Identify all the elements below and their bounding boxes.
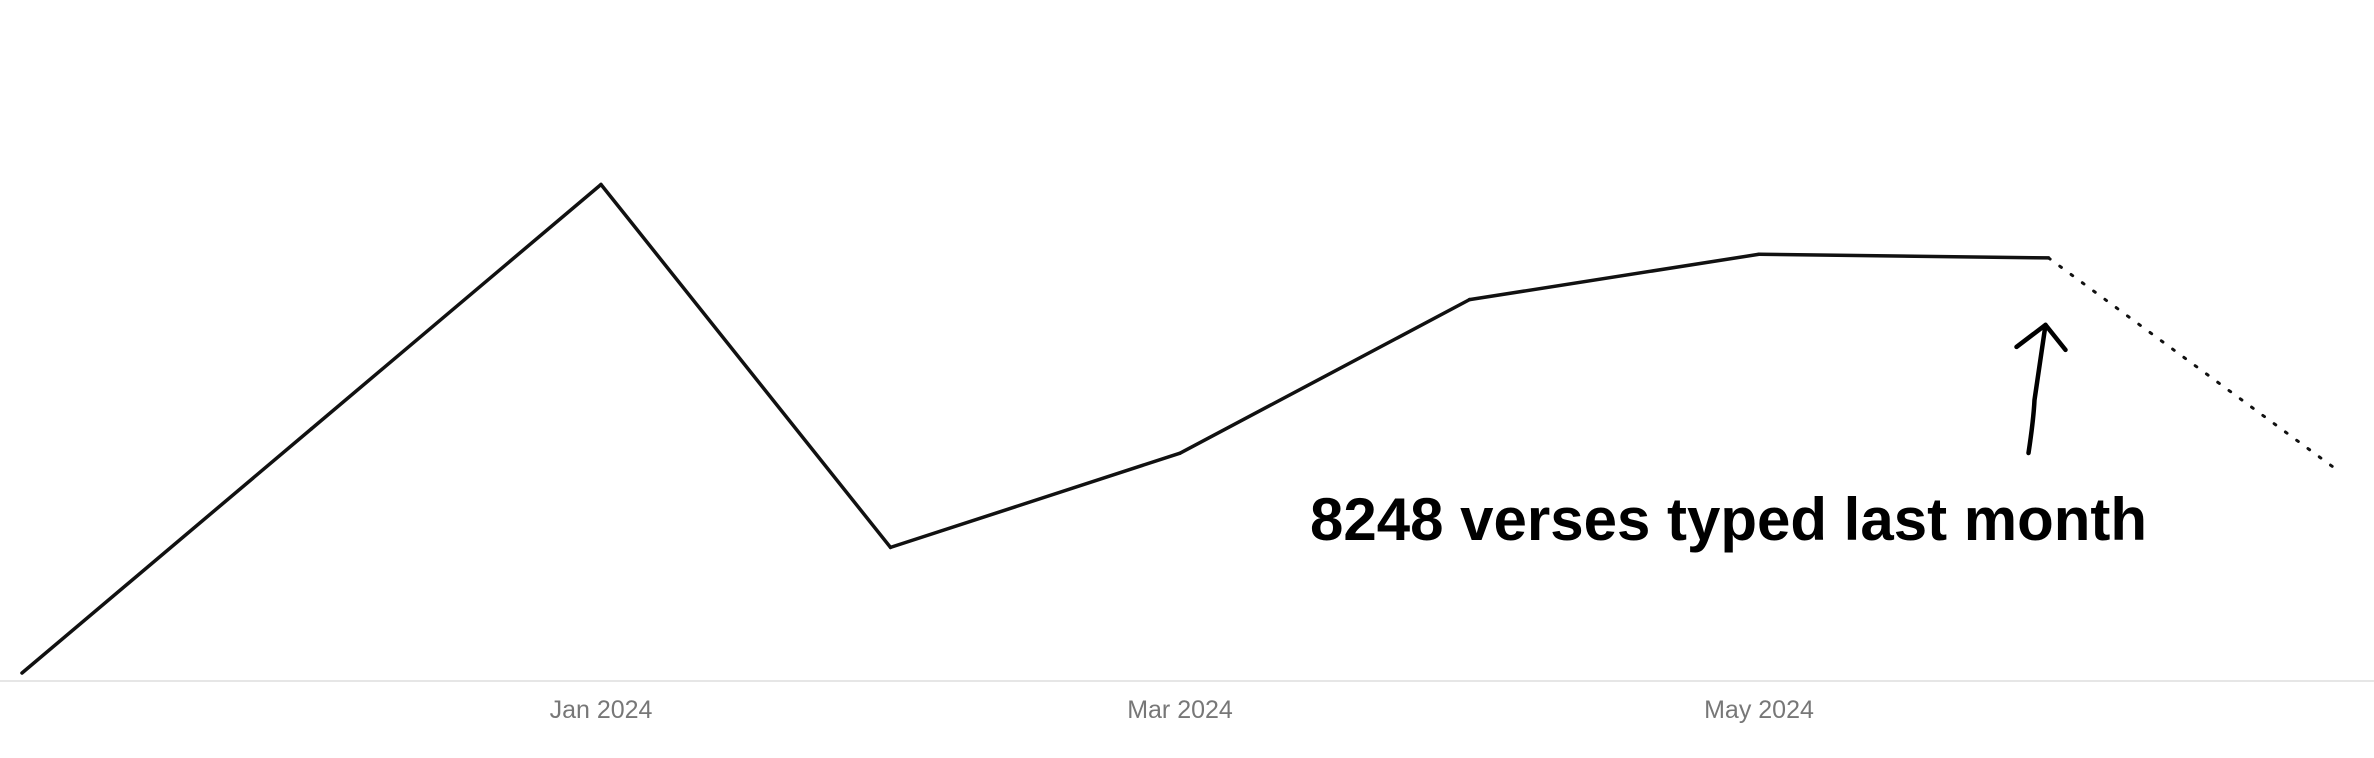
x-tick-label: May 2024 xyxy=(1704,696,1814,724)
annotation-arrow-shaft xyxy=(2026,322,2048,456)
series-0-segment-3 xyxy=(888,451,1182,550)
annotation-text: 8248 verses typed last month xyxy=(1310,486,2147,553)
series-0-segment-2 xyxy=(599,182,893,550)
x-axis-ticks: Jan 2024 Mar 2024 May 2024 xyxy=(550,696,1814,724)
series-0-segment-5 xyxy=(1467,252,1761,302)
x-tick-label: Jan 2024 xyxy=(550,696,653,724)
annotation: 8248 verses typed last month xyxy=(1310,322,2147,553)
series-0-segment-7 xyxy=(2047,256,2340,473)
series-layer xyxy=(20,182,2340,675)
series-0-segment-6 xyxy=(1757,252,2051,260)
series-0-segment-4 xyxy=(1178,297,1472,455)
x-tick-label: Mar 2024 xyxy=(1127,696,1233,724)
annotation-arrow-head xyxy=(2014,322,2068,353)
series-0-segment-1 xyxy=(309,182,603,431)
series-0-segment-0 xyxy=(20,427,314,675)
